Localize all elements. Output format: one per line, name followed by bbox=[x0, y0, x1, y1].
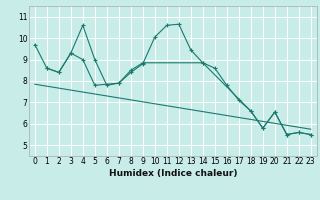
X-axis label: Humidex (Indice chaleur): Humidex (Indice chaleur) bbox=[108, 169, 237, 178]
